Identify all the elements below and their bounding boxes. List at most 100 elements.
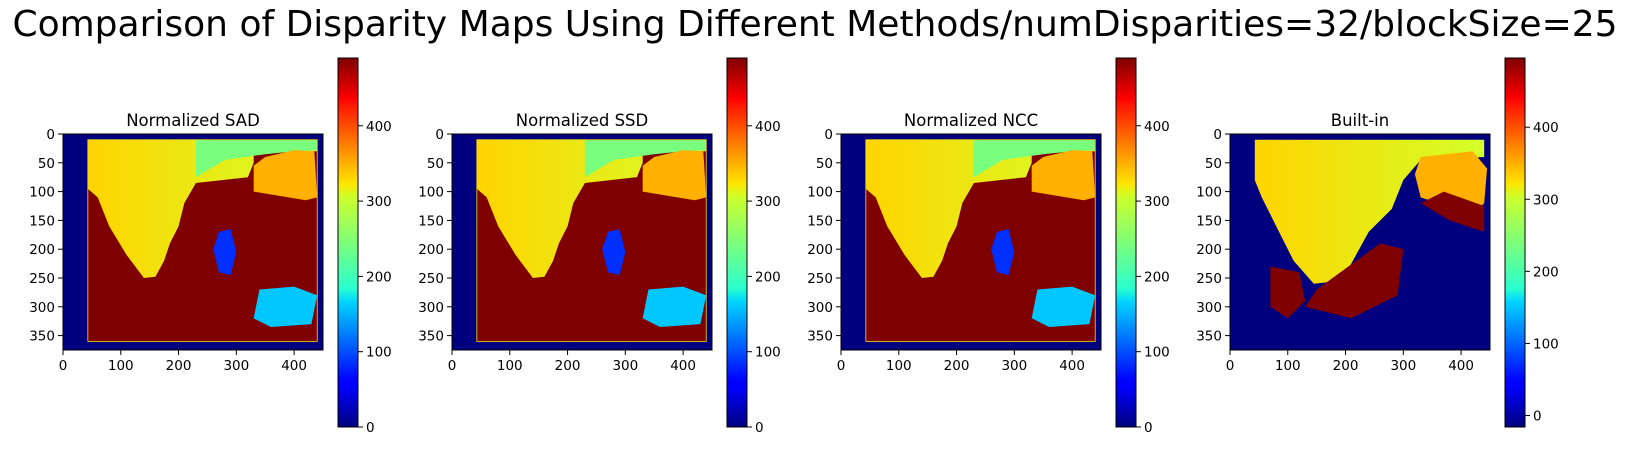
object-edge-region (1420, 191, 1485, 232)
colorbar-tick-label: 100 (1144, 345, 1170, 361)
object-region (642, 150, 707, 201)
y-tick-label: 300 (418, 300, 444, 316)
far-region (476, 139, 707, 278)
colorbar (727, 58, 747, 427)
object-region (253, 150, 318, 201)
axes-frame (62, 133, 324, 351)
y-tick-label: 150 (418, 213, 444, 229)
panel-4: Built-in 0 100 200 300 400 0 50 100 150 200 250 300 3… (1196, 57, 1559, 428)
colorbar (1116, 58, 1136, 427)
near-region (1305, 243, 1404, 319)
colorbar-tick-label: 0 (755, 420, 764, 436)
colorbar-tick-label: 100 (366, 345, 392, 361)
x-tick-label: 100 (886, 358, 912, 374)
colorbar-tick-label: 200 (755, 269, 781, 285)
x-tick-label: 0 (448, 358, 457, 374)
y-tick-label: 50 (1205, 156, 1222, 172)
noise-region (642, 286, 707, 327)
colorbar-frame (337, 57, 359, 428)
near-region-left (1270, 266, 1306, 319)
colorbar-tick-label: 0 (1533, 408, 1542, 424)
valid-border (865, 139, 1096, 342)
colorbar-tick-label: 100 (1533, 336, 1559, 352)
y-tick-label: 300 (807, 300, 833, 316)
x-tick-label: 200 (555, 358, 581, 374)
panel-2: Normalized SSD 0 100 200 300 400 0 50 100 150 200 2… (418, 57, 781, 436)
colorbar (338, 58, 358, 427)
background-region (973, 139, 1096, 178)
y-tick-label: 200 (418, 242, 444, 258)
y-tick-label: 250 (29, 271, 55, 287)
valid-border (476, 139, 707, 342)
y-tick-label: 100 (418, 185, 444, 201)
colorbar (1505, 58, 1525, 427)
colorbar-tick-label: 0 (366, 420, 375, 436)
y-tick-label: 50 (38, 156, 55, 172)
occlusion-region (602, 229, 626, 276)
colorbar-tick-label: 200 (1533, 264, 1559, 280)
background-region (584, 139, 707, 178)
panel-title: Built-in (1331, 111, 1389, 130)
y-tick-label: 100 (29, 185, 55, 201)
colorbar-tick-label: 0 (1144, 420, 1153, 436)
panel-title: Normalized SAD (126, 111, 260, 130)
y-tick-label: 50 (427, 156, 444, 172)
y-tick-label: 50 (816, 156, 833, 172)
x-tick-label: 400 (670, 358, 696, 374)
y-tick-label: 150 (1196, 213, 1222, 229)
far-region (87, 139, 318, 278)
colorbar-tick-label: 200 (366, 269, 392, 285)
y-tick-label: 100 (807, 185, 833, 201)
far-region (865, 139, 1096, 278)
colorbar-tick-label: 300 (755, 194, 781, 210)
axes-frame (1229, 133, 1491, 351)
colorbar-frame (1115, 57, 1137, 428)
x-tick-label: 0 (1226, 358, 1235, 374)
x-tick-label: 400 (1448, 358, 1474, 374)
colorbar-tick-label: 400 (1533, 120, 1559, 136)
noise-region (253, 286, 318, 327)
x-tick-label: 100 (497, 358, 523, 374)
colorbar-tick-label: 200 (1144, 269, 1170, 285)
x-tick-label: 400 (1059, 358, 1085, 374)
y-tick-label: 150 (807, 213, 833, 229)
x-tick-label: 200 (1333, 358, 1359, 374)
x-tick-label: 300 (223, 358, 249, 374)
y-tick-label: 200 (807, 242, 833, 258)
x-tick-label: 100 (1275, 358, 1301, 374)
x-tick-label: 0 (59, 358, 68, 374)
panels: Normalized SAD 0 100 200 300 400 0 50 100 150 200 2… (29, 57, 1559, 436)
colorbar-frame (1504, 57, 1526, 428)
y-tick-label: 0 (824, 127, 833, 143)
colorbar-tick-label: 400 (1144, 119, 1170, 135)
y-tick-label: 300 (29, 300, 55, 316)
panel-title: Normalized SSD (516, 111, 648, 130)
panel-1: Normalized SAD 0 100 200 300 400 0 50 100 150 200 2… (29, 57, 392, 436)
object-region (1031, 150, 1096, 201)
far-region (1254, 139, 1485, 284)
y-tick-label: 350 (418, 329, 444, 345)
x-tick-label: 0 (837, 358, 846, 374)
x-tick-label: 400 (281, 358, 307, 374)
x-tick-label: 300 (612, 358, 638, 374)
colorbar-tick-label: 300 (1533, 192, 1559, 208)
x-tick-label: 200 (166, 358, 192, 374)
background-region (195, 139, 318, 178)
x-tick-label: 100 (108, 358, 134, 374)
panel-title: Normalized NCC (904, 111, 1038, 130)
colorbar-frame (726, 57, 748, 428)
y-tick-label: 350 (807, 329, 833, 345)
colorbar-tick-label: 400 (366, 119, 392, 135)
axes-frame (840, 133, 1102, 351)
valid-border (87, 139, 318, 342)
occlusion-region (991, 229, 1015, 276)
y-tick-label: 300 (1196, 300, 1222, 316)
y-tick-label: 200 (1196, 242, 1222, 258)
panel-3: Normalized NCC 0 100 200 300 400 0 50 100 150 200 2… (807, 57, 1170, 436)
x-tick-label: 300 (1001, 358, 1027, 374)
y-tick-label: 150 (29, 213, 55, 229)
y-tick-label: 0 (1213, 127, 1222, 143)
y-tick-label: 0 (435, 127, 444, 143)
disparity-image (841, 134, 1101, 350)
disparity-image (63, 134, 323, 350)
